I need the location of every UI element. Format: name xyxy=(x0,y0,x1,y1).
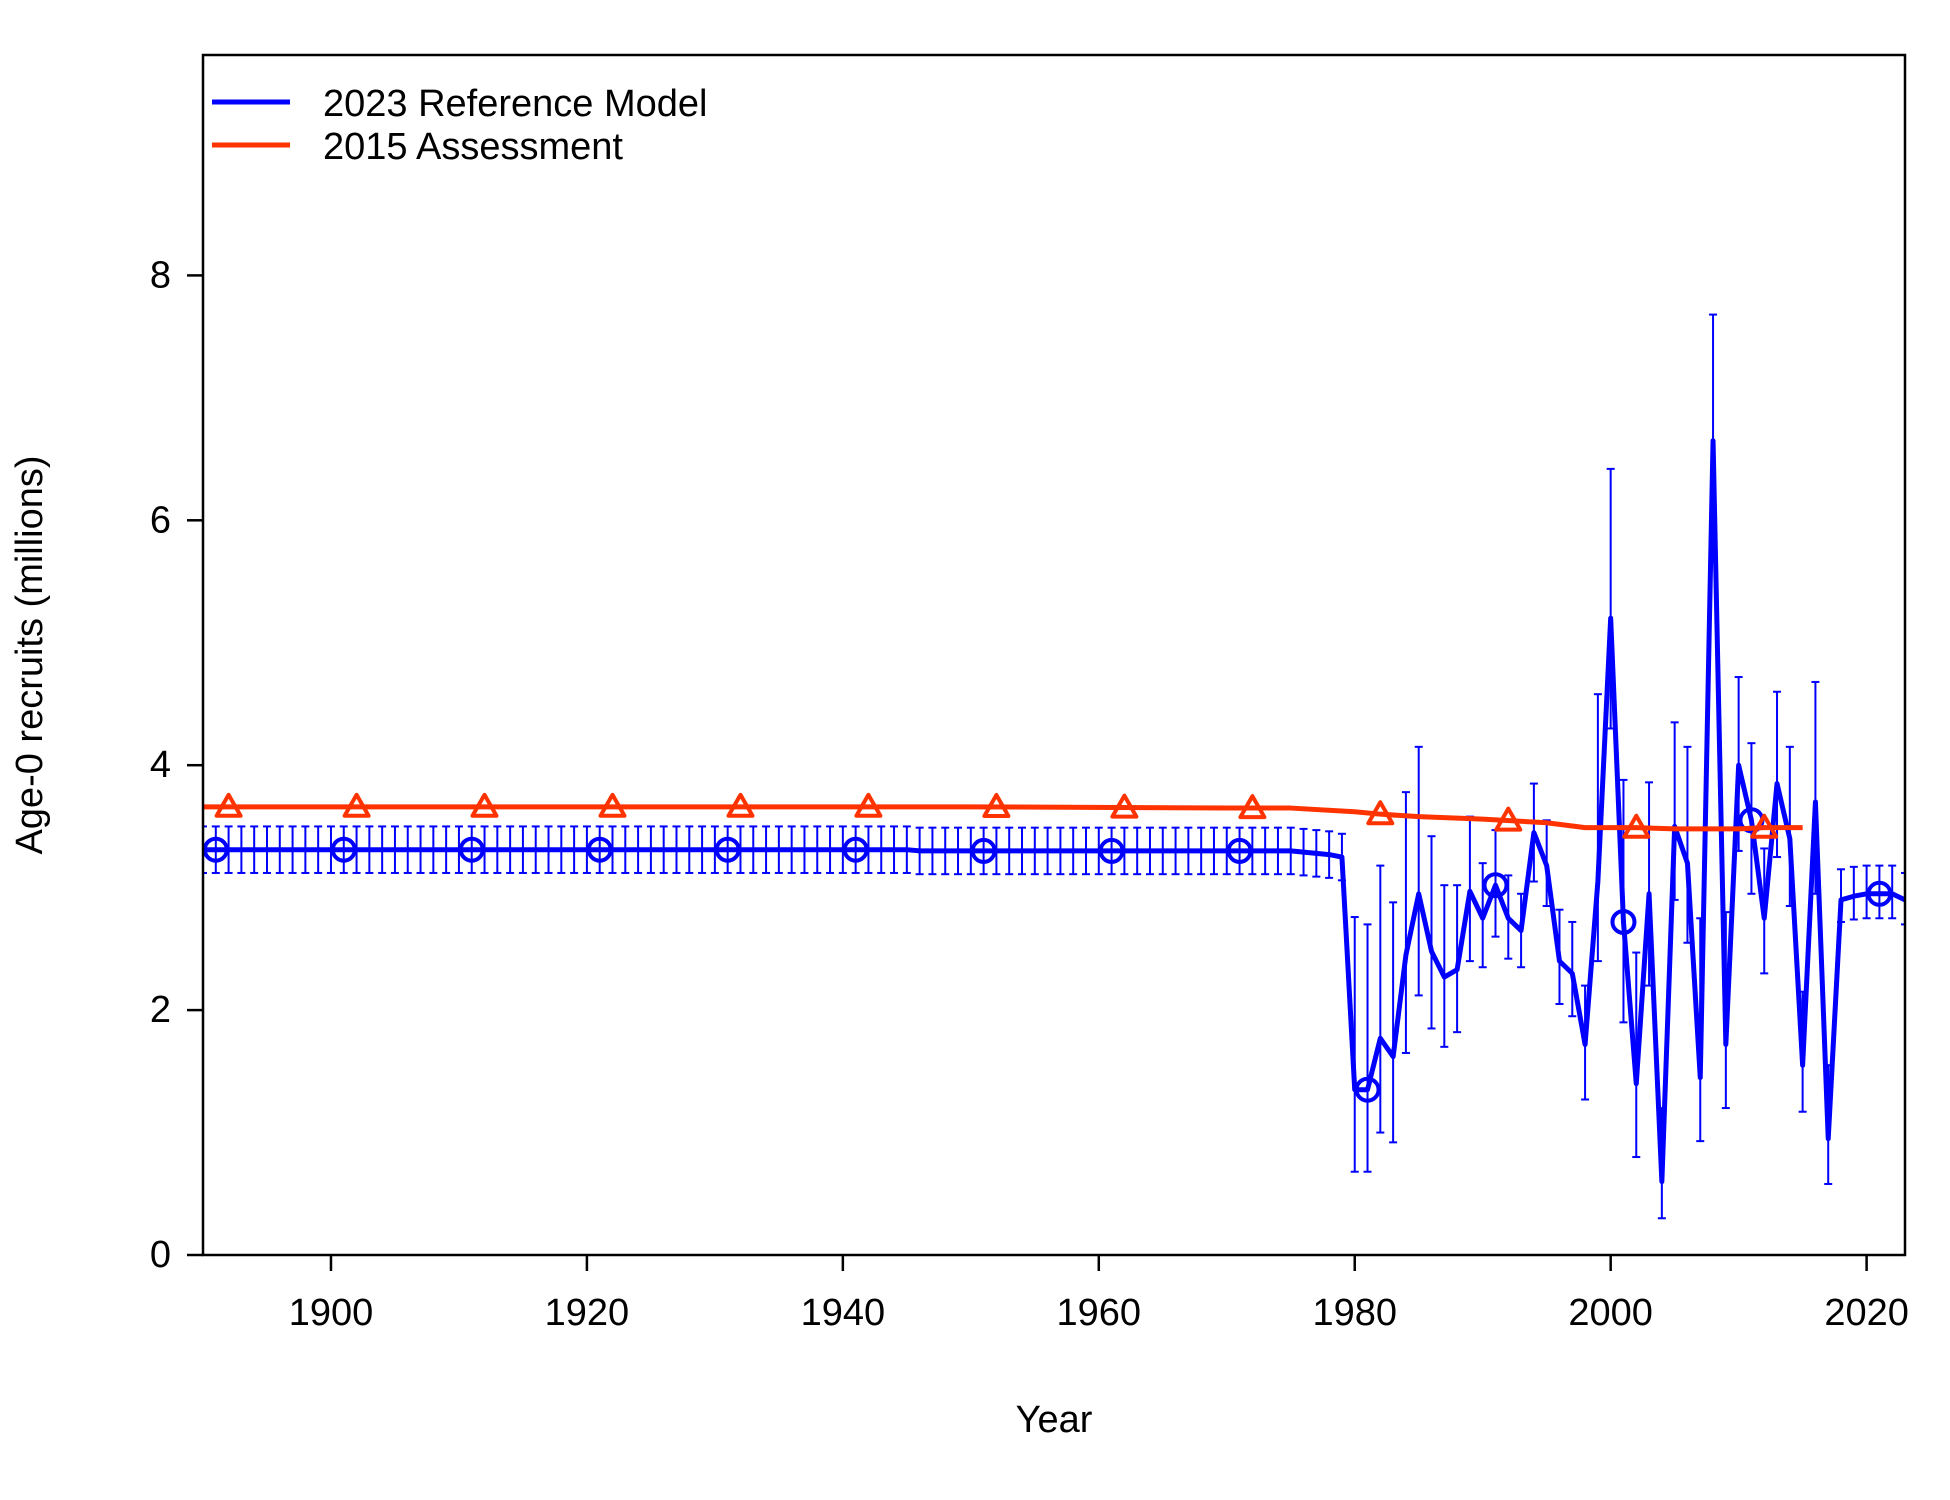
data-point-2015-assessment xyxy=(342,792,371,818)
data-point-2015-assessment xyxy=(1110,793,1139,819)
data-point-2015-assessment xyxy=(726,792,755,818)
data-point-2015-assessment xyxy=(982,793,1011,818)
error-bar xyxy=(1427,835,1436,1030)
legend-label-2015-assessment: 2015 Assessment xyxy=(323,126,623,168)
series-line-2023-reference-model xyxy=(203,438,1905,1185)
data-point-2023-reference-model xyxy=(1098,837,1125,864)
y-tick-label: 4 xyxy=(150,744,171,786)
error-bar xyxy=(1363,923,1372,1173)
x-tick-label: 1920 xyxy=(545,1292,630,1334)
y-axis-title: Age-0 recruits (millions) xyxy=(9,455,51,854)
data-point-2023-reference-model xyxy=(203,836,229,863)
legend: 2023 Reference Model 2015 Assessment xyxy=(212,83,707,168)
legend-label-2023-reference-model: 2023 Reference Model xyxy=(323,83,707,125)
y-tick-label: 6 xyxy=(150,499,171,541)
data-point-2023-reference-model xyxy=(458,836,485,863)
data-point-2015-assessment xyxy=(854,792,883,818)
error-bar xyxy=(1849,865,1858,921)
y-tick-label: 0 xyxy=(150,1234,171,1276)
x-tick-label: 1900 xyxy=(289,1292,374,1334)
x-axis-title: Year xyxy=(1016,1399,1093,1441)
data-point-2015-assessment xyxy=(1750,813,1779,839)
data-point-2015-assessment xyxy=(470,792,499,818)
data-point-2023-reference-model xyxy=(1482,872,1509,899)
data-point-2015-assessment xyxy=(1366,800,1395,826)
data-point-2023-reference-model xyxy=(1354,1076,1381,1103)
data-point-2015-assessment xyxy=(214,792,243,818)
x-tick-label: 2000 xyxy=(1568,1292,1653,1334)
y-tick-label: 2 xyxy=(150,989,171,1031)
error-bar xyxy=(1389,901,1398,1144)
y-tick-label: 8 xyxy=(150,254,171,296)
plot-area xyxy=(203,313,1905,1220)
data-point-2023-reference-model xyxy=(330,836,357,863)
x-tick-label: 2020 xyxy=(1824,1292,1909,1334)
data-point-2023-reference-model xyxy=(1866,880,1893,907)
data-point-2023-reference-model xyxy=(586,836,613,863)
axis-layer: 1900 1920 1940 1960 1980 2000 2020 0 2 4 6 8 xyxy=(150,254,1909,1334)
error-bar xyxy=(1440,884,1449,1048)
data-point-2023-reference-model xyxy=(1610,908,1637,935)
plot-frame xyxy=(201,53,1907,1257)
error-bar xyxy=(1568,920,1577,1018)
data-point-2023-reference-model xyxy=(970,837,997,864)
error-bar xyxy=(1901,871,1905,926)
data-point-2023-reference-model xyxy=(1226,837,1253,864)
x-tick-label: 1980 xyxy=(1312,1292,1397,1334)
error-bar xyxy=(1401,791,1410,1054)
data-point-2015-assessment xyxy=(598,792,627,818)
data-point-2015-assessment xyxy=(1622,813,1651,839)
error-bar xyxy=(203,825,207,874)
data-point-2015-assessment xyxy=(1238,794,1267,820)
error-bar xyxy=(1414,745,1423,997)
data-point-2015-assessment xyxy=(1494,806,1523,832)
data-point-2023-reference-model xyxy=(842,836,869,863)
x-tick-label: 1940 xyxy=(801,1292,886,1334)
data-point-2023-reference-model xyxy=(714,836,741,863)
x-tick-label: 1960 xyxy=(1057,1292,1142,1334)
plot-layer xyxy=(203,313,1905,1220)
